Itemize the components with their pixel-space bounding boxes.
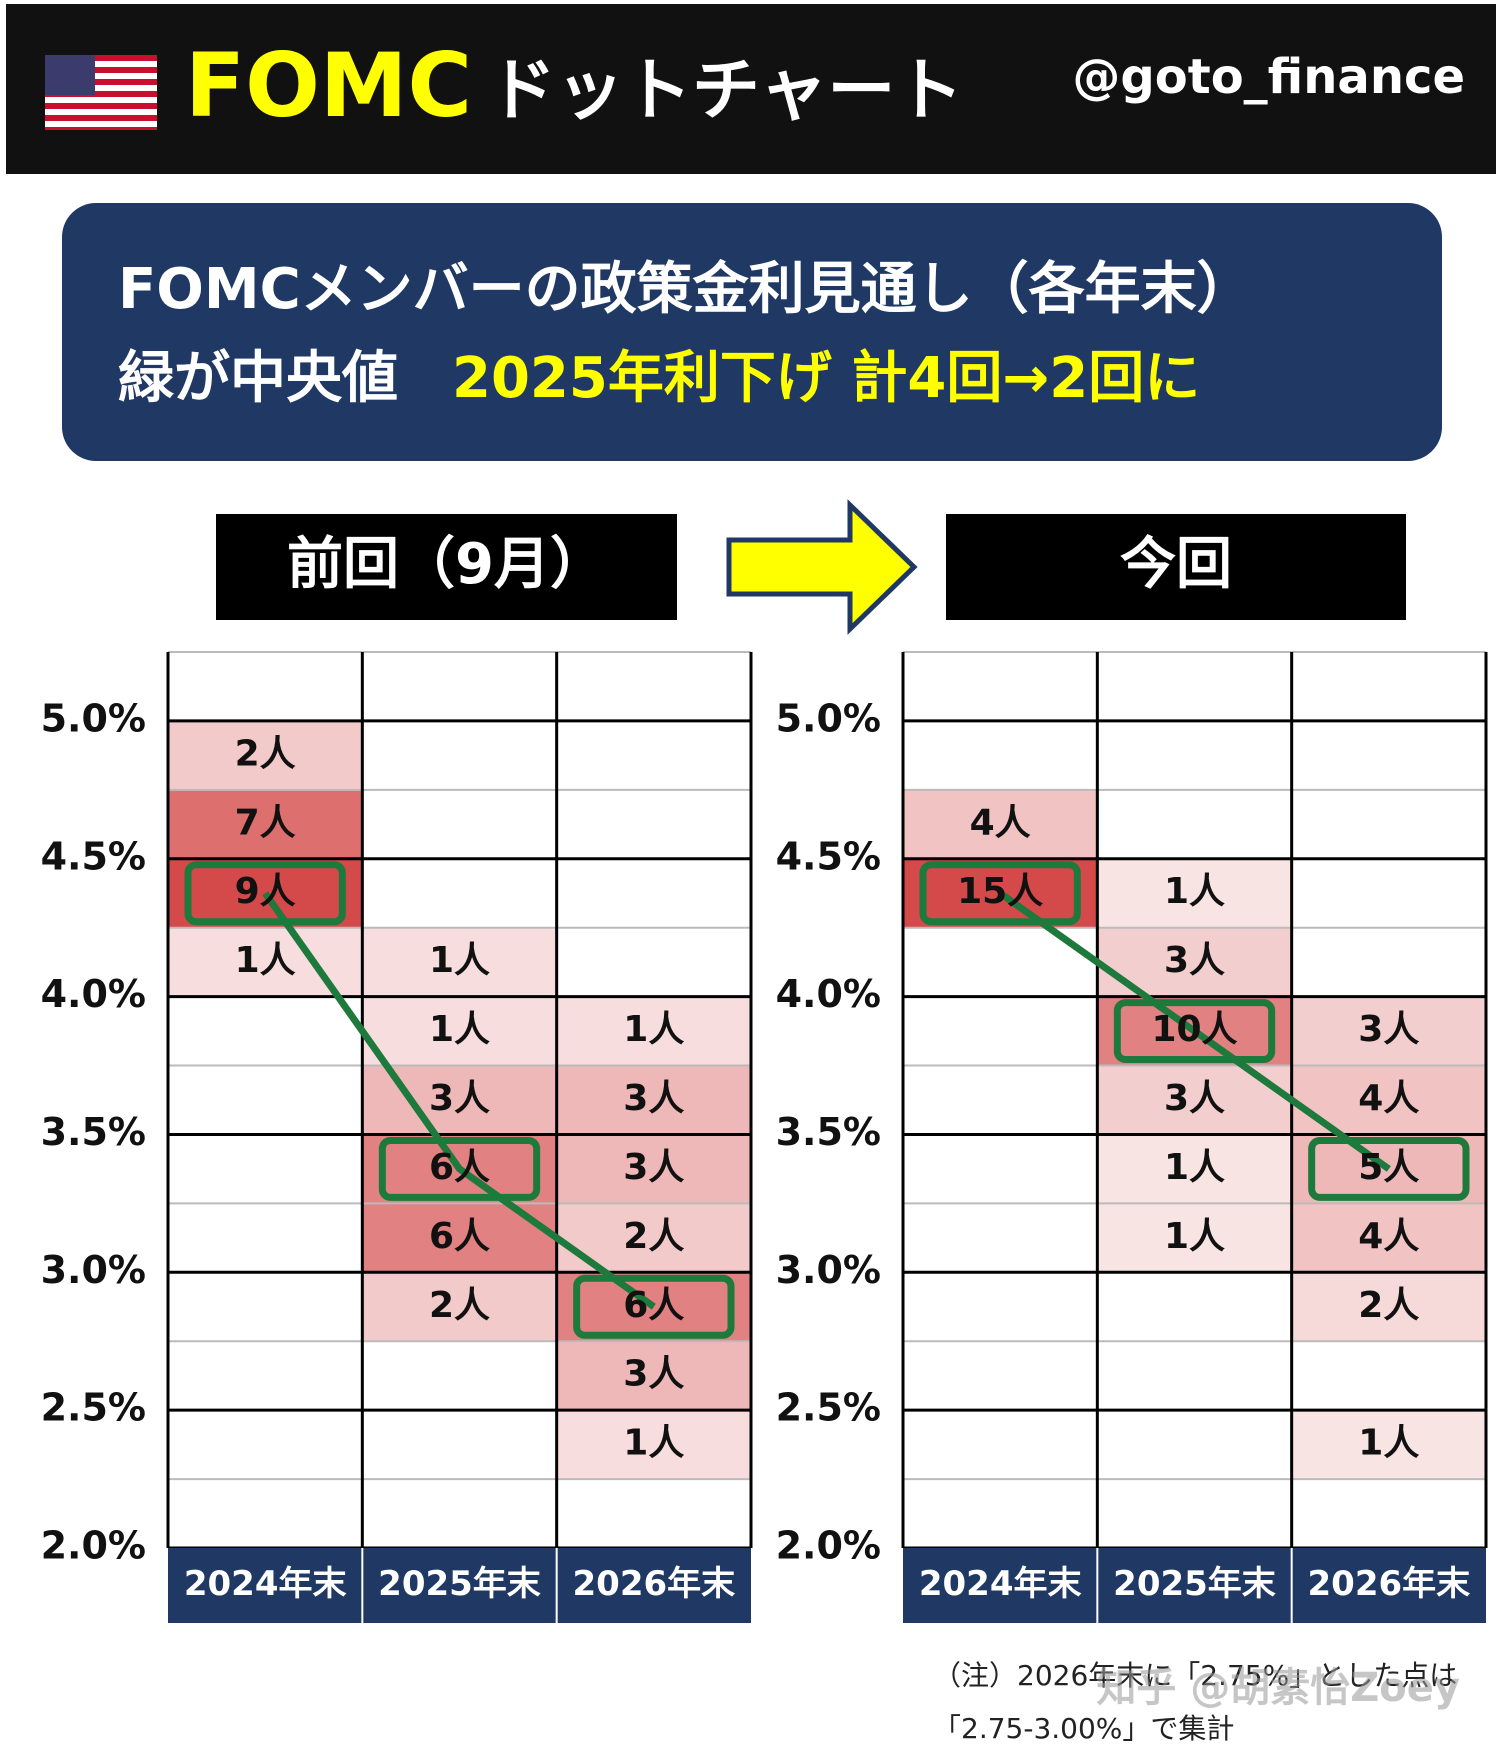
cell-label: 6人	[429, 1147, 490, 1188]
cell	[362, 1272, 557, 1342]
cell	[168, 720, 363, 790]
y-tick-label: 4.5%	[41, 834, 146, 878]
header-title: FOMC	[185, 34, 472, 137]
cell	[556, 1065, 751, 1135]
cell-label: 3人	[623, 1147, 684, 1188]
cell-label: 1人	[235, 940, 296, 981]
cell	[556, 1410, 751, 1480]
cell-label: 1人	[429, 940, 490, 981]
y-tick-label: 3.0%	[776, 1248, 881, 1292]
cell-label: 1人	[623, 1423, 684, 1464]
y-tick-label: 2.0%	[776, 1524, 881, 1568]
banner-line2-yellow: 2025年利下げ 計4回→2回に	[452, 346, 1200, 411]
y-tick-label: 3.5%	[776, 1110, 881, 1154]
y-tick-label: 2.5%	[776, 1386, 881, 1430]
median-line	[998, 890, 1391, 1172]
cell-label: 6人	[429, 1216, 490, 1257]
x-tick-label: 2026年末	[1308, 1564, 1471, 1604]
cell	[1097, 1134, 1292, 1204]
cell-label: 9人	[235, 871, 296, 912]
cell	[362, 996, 557, 1066]
banner	[62, 203, 1442, 461]
panel-title-box	[216, 514, 677, 620]
panel-title: 今回	[1120, 532, 1232, 597]
cell-label: 3人	[429, 1078, 490, 1119]
cell-label: 15人	[957, 871, 1043, 912]
cell-label: 3人	[1164, 1078, 1225, 1119]
cell	[1097, 858, 1292, 928]
cell-label: 7人	[235, 802, 296, 843]
y-tick-label: 3.5%	[41, 1110, 146, 1154]
cell	[1291, 1410, 1486, 1480]
banner-line1: FOMCメンバーの政策金利見通し（各年末）	[118, 257, 1253, 322]
cell-label: 5人	[1358, 1147, 1419, 1188]
cell-label: 4人	[970, 802, 1031, 843]
cell-label: 2人	[623, 1216, 684, 1257]
cell-label: 10人	[1151, 1009, 1237, 1050]
us-flag	[45, 55, 157, 130]
y-tick-label: 4.0%	[776, 972, 881, 1016]
median-box	[573, 1274, 735, 1339]
y-tick-label: 5.0%	[776, 696, 881, 740]
category-band	[168, 1548, 751, 1623]
panel-title: 前回（9月）	[287, 532, 606, 597]
median-box	[184, 861, 346, 926]
cell-label: 2人	[235, 733, 296, 774]
cell-label: 3人	[1164, 940, 1225, 981]
x-tick-label: 2025年末	[1113, 1564, 1276, 1604]
cell-label: 1人	[1358, 1423, 1419, 1464]
median-box	[1113, 999, 1276, 1064]
x-tick-label: 2025年末	[378, 1564, 541, 1604]
cell-label: 4人	[1358, 1216, 1419, 1257]
cell-label: 4人	[1358, 1078, 1419, 1119]
cell	[556, 1134, 751, 1204]
cell-label: 1人	[1164, 1216, 1225, 1257]
cell	[556, 1341, 751, 1411]
cell	[1291, 1272, 1486, 1342]
cell-label: 2人	[429, 1285, 490, 1326]
note-line1: （注）2026年末に「2.75%」とした点は	[933, 1659, 1457, 1692]
cell-label: 2人	[1358, 1285, 1419, 1326]
cell	[362, 927, 557, 997]
x-tick-label: 2024年末	[919, 1564, 1082, 1604]
cell	[903, 789, 1098, 859]
cell-label: 1人	[1164, 1147, 1225, 1188]
cell	[556, 996, 751, 1066]
cell	[1291, 996, 1486, 1066]
header-bar	[6, 4, 1496, 174]
median-box	[1308, 1136, 1470, 1201]
x-tick-label: 2026年末	[573, 1564, 736, 1604]
header-handle: @goto_finance	[1072, 49, 1465, 105]
median-line	[262, 891, 656, 1310]
category-band	[903, 1548, 1486, 1623]
panel-title-box	[946, 514, 1406, 620]
x-tick-label: 2024年末	[184, 1564, 347, 1604]
banner-line2-white: 緑が中央値	[118, 346, 398, 411]
cell-label: 6人	[623, 1285, 684, 1326]
cell-label: 1人	[429, 1009, 490, 1050]
cell-label: 3人	[1358, 1009, 1419, 1050]
cell-label: 3人	[623, 1354, 684, 1395]
y-tick-label: 5.0%	[41, 696, 146, 740]
cell	[1291, 1203, 1486, 1273]
cell	[1097, 1203, 1292, 1273]
y-tick-label: 3.0%	[41, 1248, 146, 1292]
y-tick-label: 2.0%	[41, 1524, 146, 1568]
cell-label: 3人	[623, 1078, 684, 1119]
arrow	[726, 499, 918, 635]
y-tick-label: 4.0%	[41, 972, 146, 1016]
median-box	[919, 861, 1081, 926]
cell-label: 1人	[1164, 871, 1225, 912]
y-tick-label: 2.5%	[41, 1386, 146, 1430]
header-subtitle: ドットチャート	[488, 52, 963, 131]
y-tick-label: 4.5%	[776, 834, 881, 878]
watermark: 知乎 @胡素怡Zoey	[1096, 1665, 1460, 1711]
cell	[556, 1272, 751, 1342]
median-box	[378, 1136, 541, 1201]
note-line2: 「2.75-3.00%」で集計	[933, 1712, 1234, 1745]
cell	[168, 789, 363, 859]
cell-label: 1人	[623, 1009, 684, 1050]
